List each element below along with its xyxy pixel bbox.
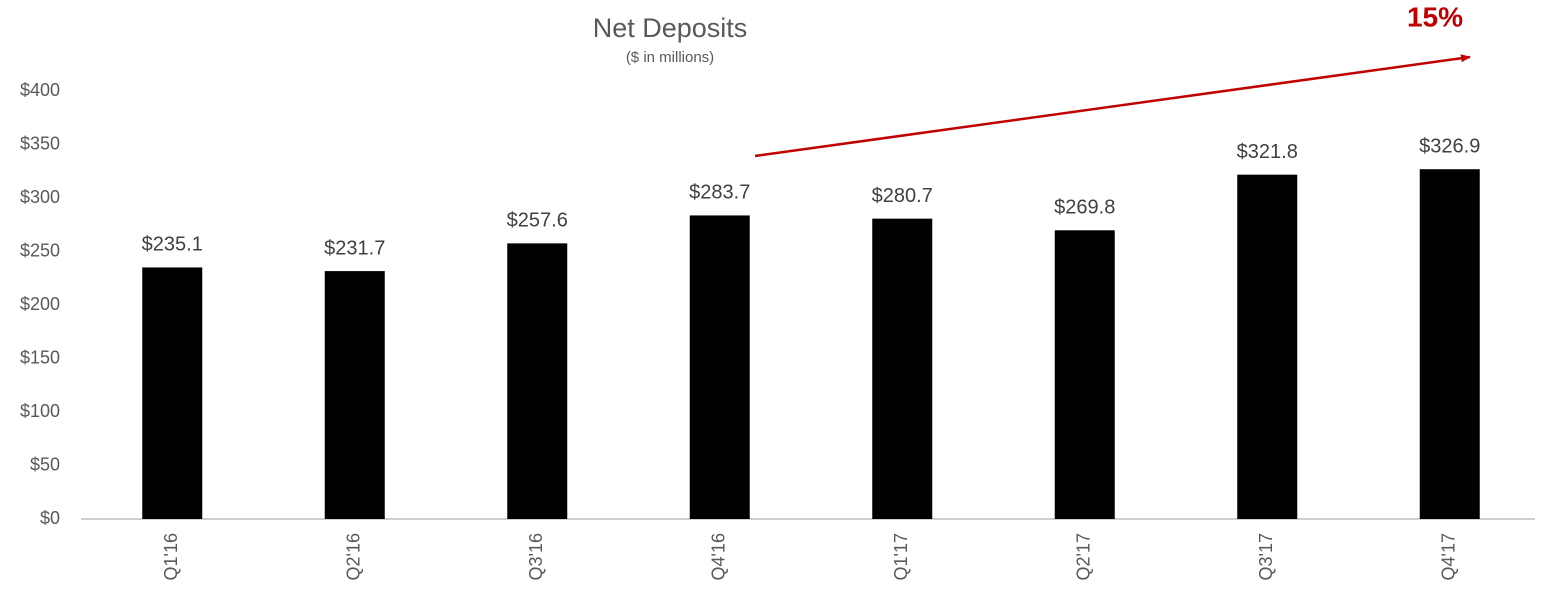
x-tick-label: Q1'17 (891, 533, 911, 580)
bar (1054, 230, 1115, 519)
x-tick-label: Q3'16 (526, 533, 546, 580)
value-label: $235.1 (142, 234, 203, 256)
bar (1237, 174, 1298, 519)
y-tick-label: $150 (20, 347, 60, 367)
bar (872, 218, 933, 519)
y-tick-label: $350 (20, 133, 60, 153)
value-label: $321.8 (1237, 141, 1298, 163)
growth-annotation: 15% (1407, 1, 1463, 32)
x-tick-label: Q1'16 (161, 533, 181, 580)
bar (324, 271, 385, 519)
x-tick-label: Q4'16 (709, 533, 729, 580)
x-tick-label: Q4'17 (1439, 533, 1459, 580)
y-tick-label: $300 (20, 187, 60, 207)
y-tick-label: $400 (20, 80, 60, 100)
bar (689, 215, 750, 520)
trend-arrow (754, 54, 1471, 158)
x-tick-label: Q3'17 (1256, 533, 1276, 580)
y-tick-label: $250 (20, 240, 60, 260)
value-label: $231.7 (324, 237, 385, 259)
value-label: $269.8 (1054, 197, 1115, 219)
x-tick-label: Q2'16 (344, 533, 364, 580)
y-tick-label: $100 (20, 401, 60, 421)
chart-title: Net Deposits (593, 13, 748, 43)
value-label: $283.7 (689, 182, 750, 204)
chart-subtitle: ($ in millions) (626, 49, 714, 66)
bar (507, 243, 568, 520)
bar (142, 267, 203, 519)
value-label: $280.7 (872, 185, 933, 207)
y-tick-label: $50 (30, 454, 60, 474)
value-label: $326.9 (1419, 135, 1480, 157)
x-tick-label: Q2'17 (1074, 533, 1094, 580)
value-label: $257.6 (507, 210, 568, 232)
y-tick-label: $200 (20, 294, 60, 314)
y-tick-label: $0 (40, 508, 60, 528)
bar (1419, 169, 1480, 520)
